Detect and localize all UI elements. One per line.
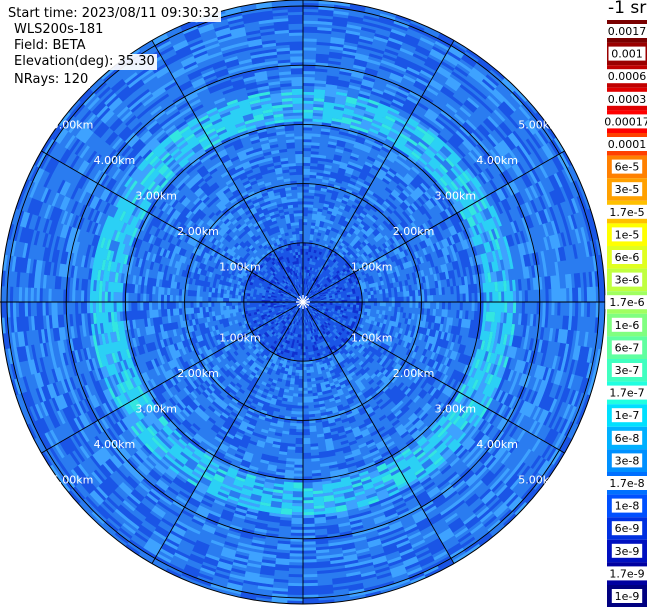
field-label: Field: BETA	[12, 38, 88, 54]
gate-group	[244, 242, 363, 361]
instrument-label: WLS200s-181	[12, 22, 106, 38]
colorbar-tick-label: 3e-5	[615, 183, 640, 196]
colorbar-label-bg	[605, 204, 647, 219]
polar-grid	[0, 0, 607, 605]
colorbar-label-bg	[611, 182, 643, 197]
colorbar-tick-label: 1.7e-8	[609, 477, 644, 490]
spoke-240	[151, 40, 304, 303]
colorbar-tick-label: 3e-9	[615, 545, 640, 558]
colorbar-tick-label: 6e-5	[615, 161, 640, 174]
ring-label: 1.00km	[219, 332, 261, 345]
colorbar-tick-label: 1e-9	[615, 590, 640, 603]
colorbar-label-bg	[611, 159, 643, 174]
colorbar-tick-label: 6e-8	[615, 432, 640, 445]
colorbar-tick-label: 1.7e-5	[609, 206, 644, 219]
colorbar-label-bg	[601, 114, 647, 129]
colorbar-label-bg	[611, 453, 643, 468]
ring-label: 1.00km	[219, 260, 261, 273]
colorbar-label-bg	[605, 91, 647, 106]
colorbar-label-bg	[608, 46, 646, 61]
colorbar-label-bg	[611, 227, 643, 242]
colorbar-tick-label: 0.0006	[608, 70, 647, 83]
ring-label: 4.00km	[476, 154, 518, 167]
colorbar-label-bg	[605, 24, 647, 38]
colorbar-tick-label: 1e-5	[615, 228, 640, 241]
spoke-30	[302, 301, 565, 454]
center-mark	[302, 297, 310, 303]
colorbar-label-bg	[605, 69, 647, 84]
ring-label: 2.00km	[393, 367, 435, 380]
ring-label: 5.00km	[52, 474, 94, 487]
colorbar-label-bg	[605, 295, 647, 310]
colorbar-tick-label: 1e-8	[615, 500, 640, 513]
colorbar-label-bg	[611, 363, 643, 377]
colorbar-tick-label: 6e-7	[615, 341, 640, 354]
colorbar-tick-label: 0.0003	[608, 93, 647, 106]
start-time-label: Start time: 2023/08/11 09:30:32	[6, 6, 222, 22]
colorbar-tick-label: 1.7e-6	[609, 296, 644, 309]
spoke-60	[302, 301, 455, 564]
ring-label: 5.00km	[518, 474, 560, 487]
ring-label: 2.00km	[177, 225, 219, 238]
colorbar-label-bg	[611, 272, 643, 287]
colorbar-tick-label: 0.001	[611, 48, 643, 61]
gate-group	[1, 0, 605, 603]
colorbar-label-bg	[605, 476, 647, 490]
ring-label: 1.00km	[351, 260, 393, 273]
colorbar-label-bg	[611, 521, 643, 536]
colorbar-label-bg	[611, 543, 643, 558]
colorbar-label-bg	[611, 317, 643, 332]
spoke-120	[151, 301, 304, 564]
colorbar-label-bg	[605, 385, 647, 400]
spoke-150	[41, 301, 304, 454]
colorbar-unit: -1 sr	[608, 0, 647, 18]
spoke-300	[302, 40, 455, 303]
nrays-label: NRays: 120	[12, 72, 91, 88]
colorbar-tick-label: 3e-7	[615, 364, 640, 377]
ring-label: 4.00km	[94, 154, 136, 167]
gate-group	[1, 0, 602, 604]
spoke-330	[302, 150, 565, 303]
colorbar-tick-label: 1e-7	[615, 409, 640, 422]
colorbar-label-bg	[611, 340, 643, 355]
colorbar-label-bg	[605, 137, 647, 151]
ring-label: 2.00km	[393, 225, 435, 238]
colorbar-label-bg	[611, 430, 643, 445]
ring-label: 2.00km	[177, 367, 219, 380]
colorbar-tick-label: 3e-6	[615, 274, 640, 287]
ring-label: 5.00km	[518, 118, 560, 131]
colorbar-tick-label: 3e-8	[615, 454, 640, 467]
colorbar-tick-label: 1e-6	[615, 319, 640, 332]
range-ring-labels: 1.00km 1.00km 1.00km 1.00km 2.00km 2.00km 2.00…	[52, 118, 560, 486]
colorbar-tick-label: 1.7e-9	[609, 567, 644, 580]
ring-label: 4.00km	[476, 438, 518, 451]
ring-label: 3.00km	[135, 403, 177, 416]
colorbar-label-bg	[611, 589, 643, 603]
colorbar-tick-label: 0.0017	[608, 25, 647, 38]
colorbar-label-bg	[605, 566, 647, 581]
colorbar-tick-label: 6e-9	[615, 522, 640, 535]
ring-label: 4.00km	[94, 438, 136, 451]
colorbar-label-bg	[611, 498, 643, 513]
ring-label: 3.00km	[435, 189, 477, 202]
ring-label: 1.00km	[351, 332, 393, 345]
colorbar-label-bg	[611, 408, 643, 423]
elevation-label: Elevation(deg): 35.30	[12, 54, 157, 70]
colorbar: 0.0017 0.001 0.0006 0.0003 0.00017 0.0001 6e-5…	[601, 20, 647, 607]
colorbar-tick-label: 1.7e-7	[609, 387, 644, 400]
ring-label: 5.00km	[52, 118, 94, 131]
ring-label: 3.00km	[435, 403, 477, 416]
ring-label: 3.00km	[135, 189, 177, 202]
colorbar-tick-label: 6e-6	[615, 251, 640, 264]
colorbar-label-bg	[611, 250, 643, 264]
colorbar-tick-label: 0.0001	[608, 138, 647, 151]
colorbar-tick-label: 0.00017	[604, 115, 647, 128]
spoke-210	[41, 150, 304, 303]
